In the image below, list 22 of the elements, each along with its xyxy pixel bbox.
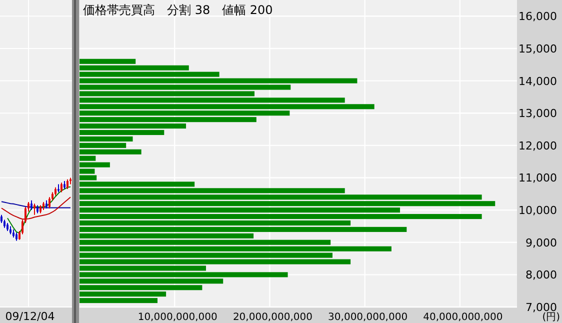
y-tick-label: 16,000 [518,10,557,24]
x-tick-label: 09/12/04 [5,310,55,323]
candlestick [60,182,62,193]
y-tick-label: 7,000 [526,301,557,314]
y-tick-label: 14,000 [518,74,557,88]
candlestick [34,203,36,216]
y-tick-label: 11,000 [518,172,557,185]
y-tick-label: 13,000 [518,107,557,120]
y-tick-label: 8,000 [526,268,557,282]
y-tick-label: 10,000 [518,204,557,218]
x-tick-label: 10,000,000,000 [138,312,218,323]
x-tick-label: 40,000,000,000 [423,312,503,323]
candlestick [48,196,50,209]
candlestick [30,200,32,211]
y-tick-label: 9,000 [526,236,557,250]
x-axis-title: (円) [542,312,560,323]
y-tick-label: 15,000 [518,42,557,56]
candlestick [66,178,68,190]
y-tick-label: 12,000 [518,139,557,152]
x-tick-label: 30,000,000,000 [328,312,408,323]
x-tick-label: 20,000,000,000 [232,312,312,323]
chart-title: 価格帯売買高 分割 38 値幅 200 [83,3,273,17]
